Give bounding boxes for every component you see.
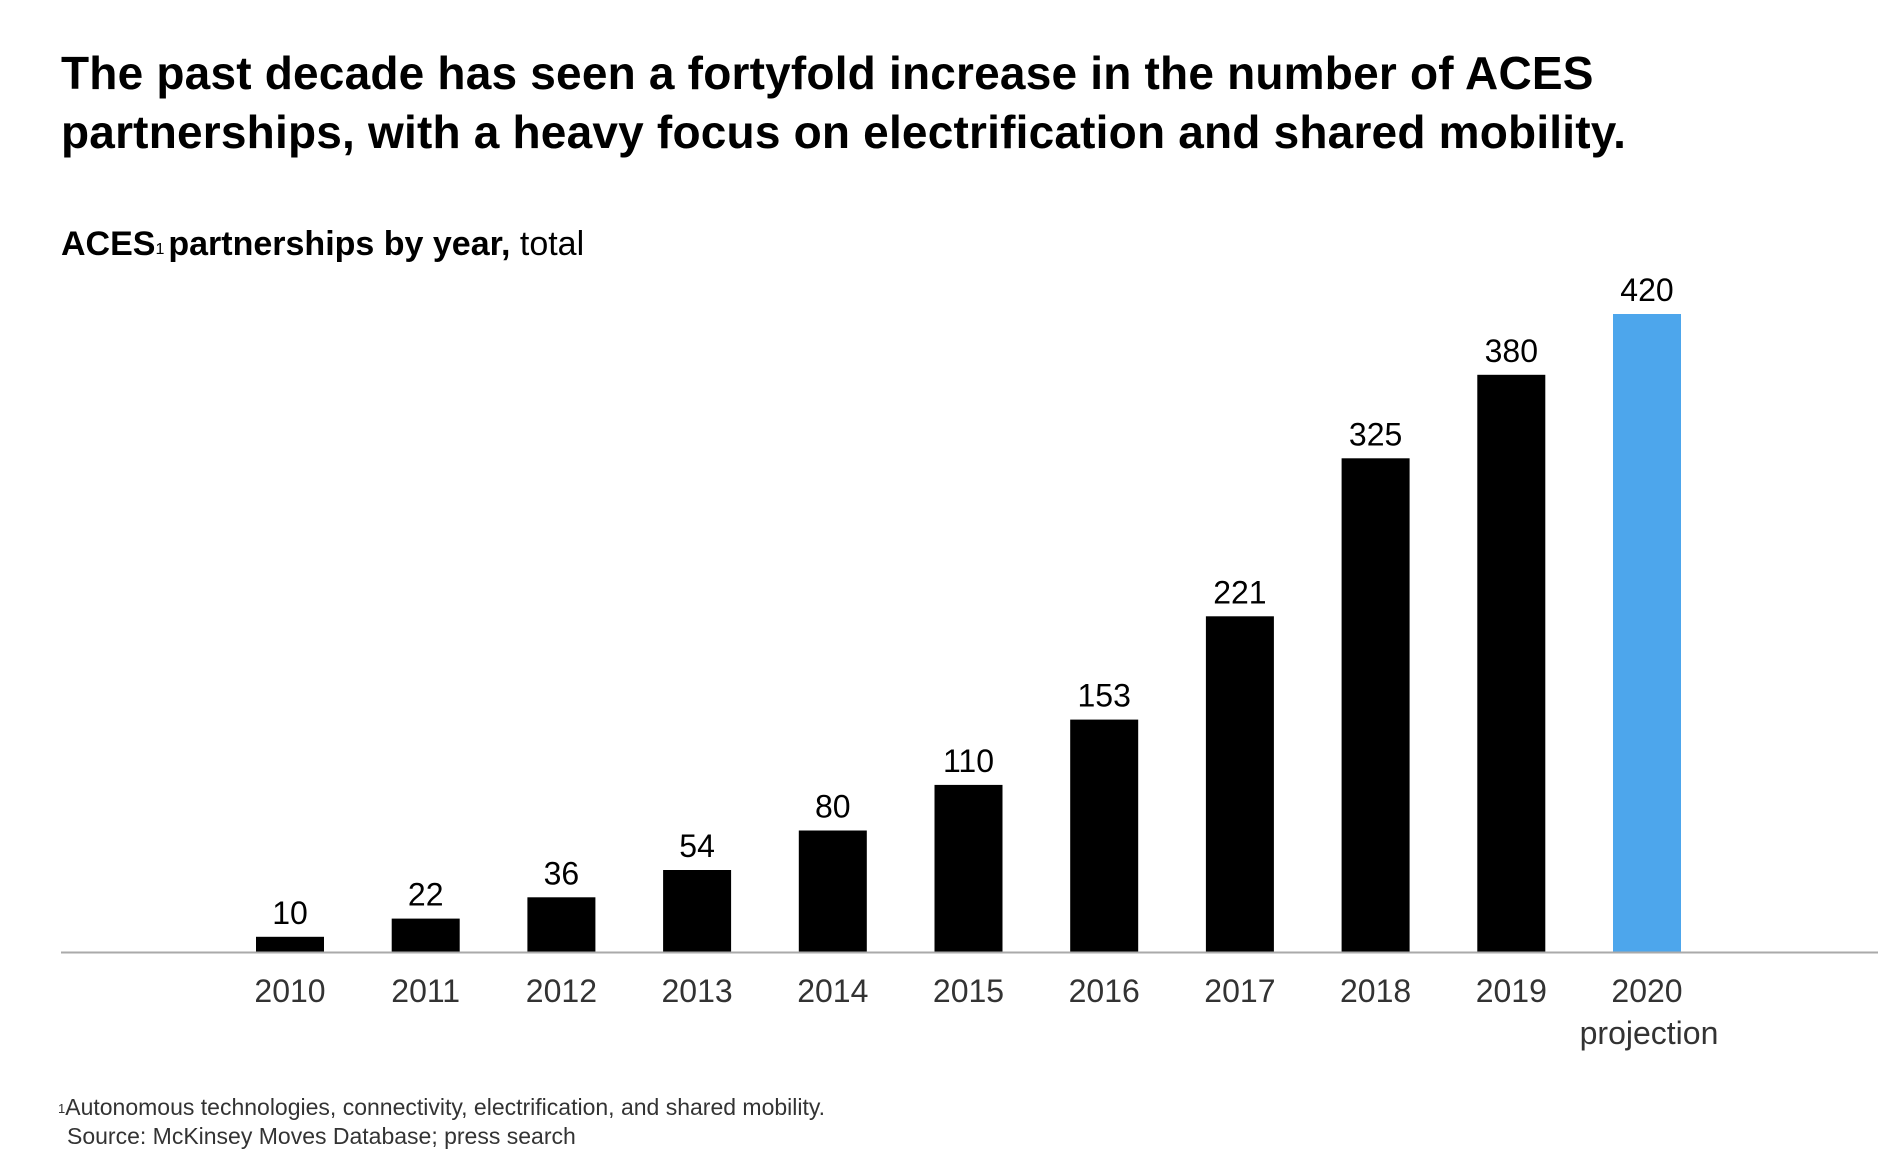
x-tick-label-2019: 2019 bbox=[1476, 973, 1547, 1009]
x-tick-sublabel-2020: projection bbox=[1580, 1015, 1719, 1051]
bar-2015 bbox=[934, 784, 1003, 952]
value-label-2013: 54 bbox=[679, 828, 715, 864]
x-tick-label-2017: 2017 bbox=[1204, 973, 1275, 1009]
bar-2020 bbox=[1613, 314, 1681, 952]
footnote-text: Autonomous technologies, connectivity, e… bbox=[65, 1094, 826, 1120]
bar-2018 bbox=[1341, 458, 1410, 952]
x-tick-label-2018: 2018 bbox=[1340, 973, 1411, 1009]
bar-2011 bbox=[391, 918, 460, 952]
value-label-2017: 221 bbox=[1213, 574, 1266, 610]
chart-headline: The past decade has seen a fortyfold inc… bbox=[61, 47, 1627, 158]
subtitle-rest: partnerships by year, bbox=[168, 225, 511, 263]
bar-2019 bbox=[1477, 374, 1546, 952]
x-tick-label-2011: 2011 bbox=[391, 973, 460, 1009]
x-tick-label-2016: 2016 bbox=[1069, 973, 1140, 1009]
value-label-2016: 153 bbox=[1078, 678, 1131, 714]
bars-group bbox=[256, 314, 1681, 952]
footnote: 1Autonomous technologies, connectivity, … bbox=[58, 1093, 825, 1121]
value-label-2019: 380 bbox=[1485, 333, 1538, 369]
bar-2014 bbox=[798, 830, 867, 952]
x-tick-label-2015: 2015 bbox=[933, 973, 1004, 1009]
source-note: Source: McKinsey Moves Database; press s… bbox=[67, 1123, 576, 1149]
value-label-2010: 10 bbox=[272, 895, 308, 931]
value-label-2018: 325 bbox=[1349, 416, 1402, 452]
value-label-2020: 420 bbox=[1620, 272, 1673, 308]
bar-2012 bbox=[527, 897, 596, 952]
subtitle-footnote-marker: 1 bbox=[155, 241, 165, 258]
footnote-marker: 1 bbox=[58, 1101, 66, 1116]
x-tick-label-2014: 2014 bbox=[797, 973, 868, 1009]
value-label-2011: 22 bbox=[408, 877, 444, 913]
value-labels-group: 10 22 36 54 80 110 153 221 325 380 420 bbox=[272, 272, 1673, 931]
x-tick-labels-group: 2010 2011 2012 2013 2014 2015 2016 2017 2018 2019… bbox=[254, 973, 1718, 1051]
bar-2017 bbox=[1205, 616, 1274, 952]
bar-2010 bbox=[256, 936, 324, 952]
value-label-2014: 80 bbox=[815, 789, 851, 825]
x-tick-label-2012: 2012 bbox=[526, 973, 597, 1009]
chart-subtitle: ACES1 partnerships by year, total bbox=[61, 222, 584, 266]
value-label-2015: 110 bbox=[943, 743, 994, 779]
bar-2013 bbox=[663, 870, 732, 952]
value-label-2012: 36 bbox=[544, 855, 580, 891]
subtitle-unit: total bbox=[519, 225, 585, 263]
x-tick-label-2013: 2013 bbox=[662, 973, 733, 1009]
bar-2016 bbox=[1070, 719, 1139, 952]
x-tick-label-2020: 2020 bbox=[1611, 973, 1682, 1009]
x-tick-label-2010: 2010 bbox=[254, 973, 325, 1009]
subtitle-main: ACES bbox=[61, 225, 156, 263]
